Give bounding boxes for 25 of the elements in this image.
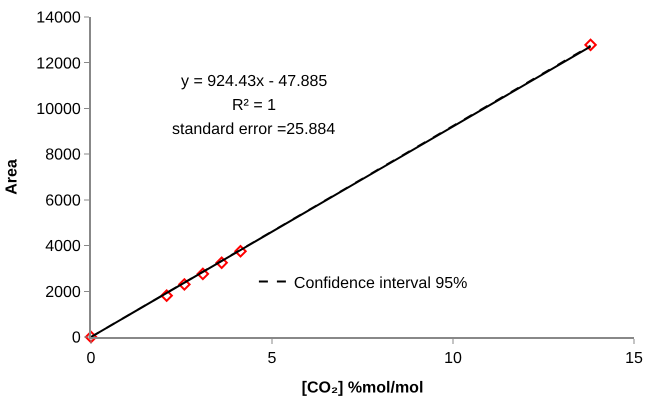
point: [584, 38, 597, 52]
y-axis-title: Area: [4, 159, 21, 195]
y-tick-label: 14000: [36, 10, 81, 27]
x-axis-title: [CO₂] %mol/mol: [302, 379, 424, 396]
legend-label: Confidence interval 95%: [294, 274, 468, 292]
x-tick-label: 15: [625, 350, 643, 368]
point: [178, 278, 191, 291]
annotation: R² = 1: [232, 97, 276, 114]
y-tick-label: 4000: [45, 238, 81, 256]
y-tick-label: 0: [72, 330, 81, 347]
y-tick-label: 10000: [36, 101, 81, 118]
y-tick-label: 12000: [36, 55, 81, 72]
x-tick-label: 10: [444, 350, 462, 368]
annotation: y = 924.43x - 47.885: [181, 73, 328, 90]
point: [160, 289, 173, 302]
x-tick-label: 0: [86, 350, 96, 368]
y-tick-label: 2000: [45, 284, 81, 301]
y-tick-label: 8000: [45, 146, 81, 164]
point: [84, 330, 98, 344]
annotation: standard error =25.884: [172, 121, 336, 138]
x-tick-label: 5: [268, 350, 277, 368]
point: [234, 245, 247, 258]
point: [196, 268, 210, 280]
point: [215, 256, 228, 269]
y-tick-label: 6000: [45, 192, 81, 210]
